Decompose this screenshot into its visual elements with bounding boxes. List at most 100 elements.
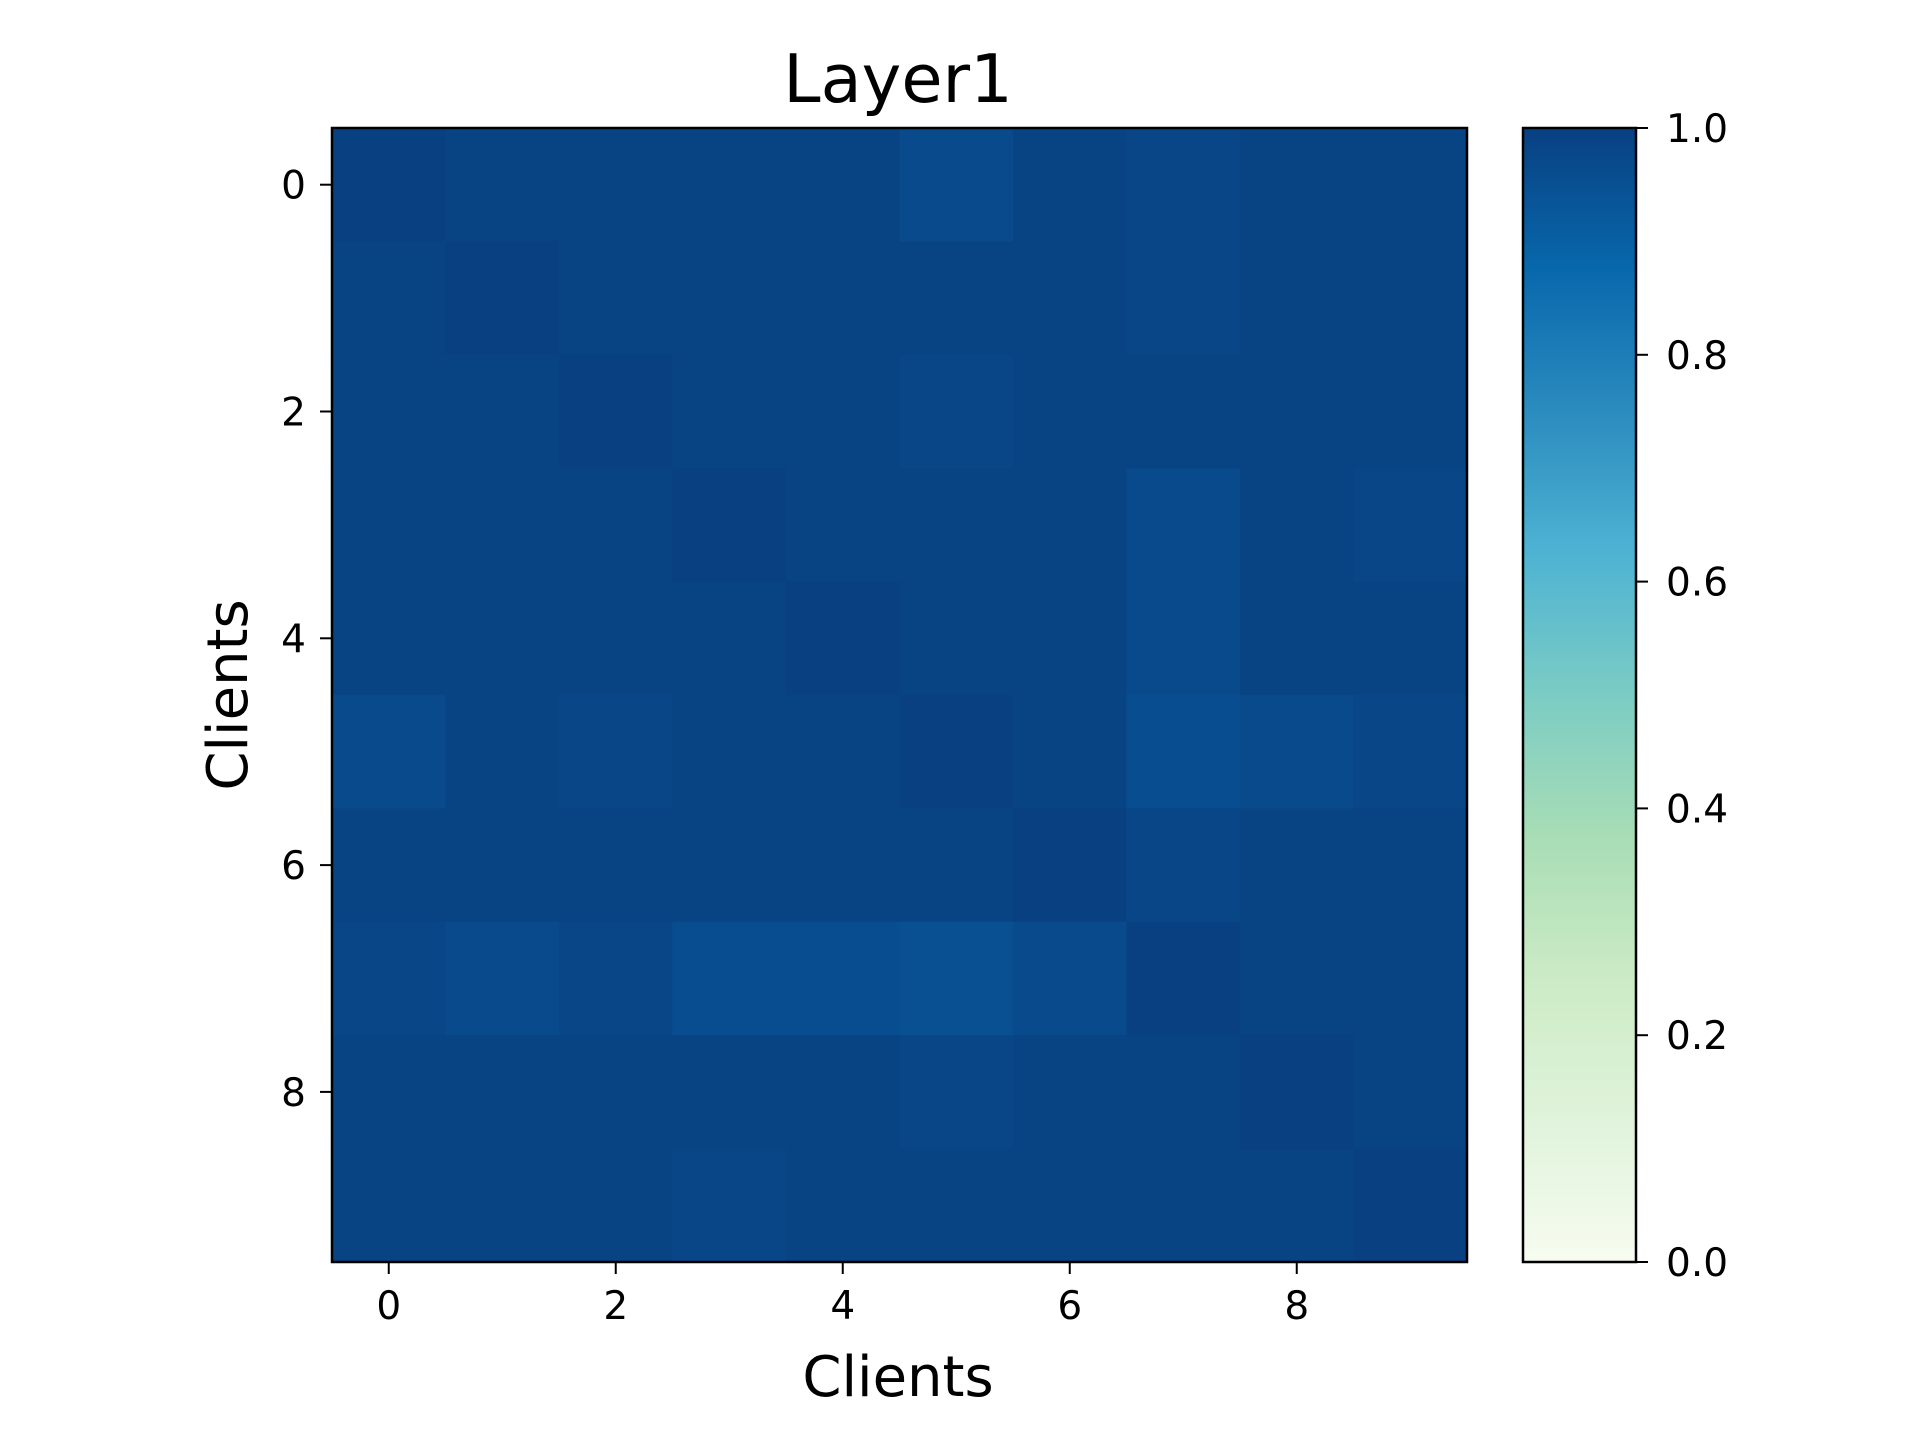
heatmap-cell [899,128,1014,242]
plot-frame [330,126,1469,1264]
heatmap-cell [1013,468,1128,583]
y-tick-label: 8 [281,1071,306,1116]
heatmap-cell [332,581,447,696]
heatmap-cell [1013,241,1128,356]
heatmap-cell [559,581,674,696]
heatmap-cell [786,128,901,242]
heatmap-cell [1126,808,1241,923]
heatmap-cell [672,468,787,583]
heatmap-cell [899,241,1014,356]
heatmap-cell [1240,241,1355,356]
y-axis-ticks: 0 2 4 6 8 [281,164,332,1116]
heatmap-cell [1013,1148,1128,1263]
heatmap-cell [332,695,447,809]
heatmap-cell [899,468,1014,583]
heatmap-cell [1126,128,1241,242]
heatmap-cell [899,1035,1014,1150]
heatmap-cell [1240,808,1355,923]
heatmap-cell [672,921,787,1036]
heatmap-cell [786,695,901,809]
heatmap-cell [1353,695,1468,809]
heatmap-cell [445,1035,560,1150]
colorbar-tick-label: 0.2 [1666,1014,1728,1059]
heatmap-cell [445,354,560,469]
heatmap-cell [1240,1035,1355,1150]
heatmap-cell [445,921,560,1036]
heatmap-cell [1240,1148,1355,1263]
x-tick-label: 4 [830,1284,855,1329]
heatmap-cell [1126,581,1241,696]
heatmap-cell [332,1148,447,1263]
colorbar-ticks: 0.0 0.2 0.4 0.6 0.8 1.0 [1636,107,1728,1286]
heatmap-cell [445,468,560,583]
heatmap-cell [1126,354,1241,469]
heatmap-cell [672,1035,787,1150]
heatmap-cell [899,581,1014,696]
heatmap-cell [899,354,1014,469]
colorbar-tick-label: 0.8 [1666,334,1728,379]
heatmap-cell [672,128,787,242]
heatmap-cell [786,354,901,469]
heatmap-cells [332,128,1468,1263]
heatmap-cell [672,695,787,809]
heatmap-cell [1353,241,1468,356]
heatmap-cell [445,128,560,242]
heatmap-cell [1353,1035,1468,1150]
heatmap-cell [1126,1148,1241,1263]
heatmap-cell [899,695,1014,809]
y-tick-label: 0 [281,164,306,209]
heatmap-cell [559,241,674,356]
heatmap-cell [1126,1035,1241,1150]
x-tick-label: 6 [1057,1284,1082,1329]
heatmap-cell [786,1035,901,1150]
heatmap-cell [1240,695,1355,809]
y-axis-label: Clients [196,599,261,790]
x-axis-label: Clients [802,1345,993,1410]
heatmap-cell [332,354,447,469]
heatmap-cell [786,468,901,583]
heatmap-cell [1126,921,1241,1036]
heatmap-cell [786,1148,901,1263]
heatmap-cell [559,695,674,809]
y-tick-label: 4 [281,617,306,662]
heatmap-cell [445,241,560,356]
heatmap-cell [445,808,560,923]
heatmap-cell [445,581,560,696]
heatmap-cell [1240,468,1355,583]
heatmap-cell [1013,128,1128,242]
heatmap-cell [332,808,447,923]
heatmap-cell [1240,581,1355,696]
heatmap-cell [1240,354,1355,469]
colorbar [1521,126,1638,1264]
chart-title: Layer1 [783,40,1012,118]
heatmap-cell [1013,581,1128,696]
heatmap-cell [786,808,901,923]
heatmap-cell [1013,1035,1128,1150]
heatmap-cell [1013,354,1128,469]
heatmap-cell [899,1148,1014,1263]
heatmap-cell [1126,241,1241,356]
heatmap-cell [899,921,1014,1036]
heatmap-cell [899,808,1014,923]
x-axis-ticks: 0 2 4 6 8 [376,1262,1309,1329]
heatmap-cell [1353,354,1468,469]
colorbar-tick-label: 0.0 [1666,1241,1728,1286]
heatmap-cell [672,581,787,696]
heatmap-cell [1353,1148,1468,1263]
heatmap-cell [1240,128,1355,242]
heatmap-cell [559,468,674,583]
y-tick-label: 2 [281,391,306,436]
heatmap-cell [559,1035,674,1150]
heatmap-cell [1353,128,1468,242]
heatmap-cell [1013,808,1128,923]
heatmap-cell [1013,921,1128,1036]
heatmap-cell [1353,921,1468,1036]
heatmap-cell [786,921,901,1036]
x-tick-label: 2 [603,1284,628,1329]
heatmap-cell [332,128,447,242]
heatmap-cell [332,1035,447,1150]
heatmap-cell [559,128,674,242]
heatmap-cell [672,1148,787,1263]
heatmap-cell [672,241,787,356]
